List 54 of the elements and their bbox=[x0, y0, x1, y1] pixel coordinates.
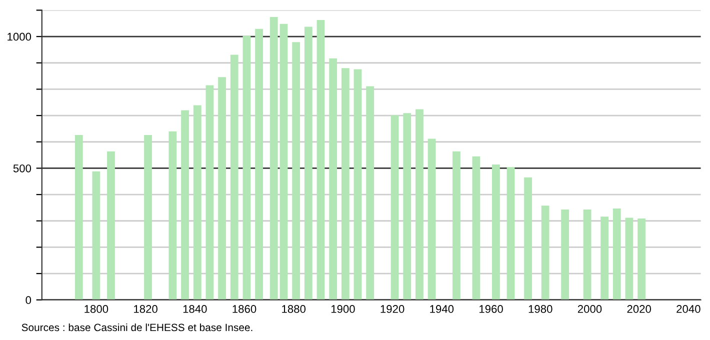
bar bbox=[524, 177, 532, 300]
x-tick-label: 1900 bbox=[331, 305, 355, 313]
bar bbox=[218, 77, 226, 300]
bar bbox=[428, 138, 436, 300]
bar bbox=[612, 208, 621, 300]
bar bbox=[74, 135, 83, 300]
bar bbox=[144, 135, 152, 300]
bar bbox=[329, 58, 338, 300]
bar bbox=[492, 164, 500, 300]
x-tick-label: 1920 bbox=[380, 305, 404, 313]
x-tick-label: 2020 bbox=[627, 305, 652, 313]
x-tick-label: 1820 bbox=[134, 305, 158, 313]
bar bbox=[92, 171, 100, 300]
x-tick-label: 1880 bbox=[282, 305, 306, 313]
bar bbox=[354, 69, 362, 300]
bar bbox=[270, 17, 278, 300]
bar bbox=[625, 218, 634, 300]
x-tick-label: 2000 bbox=[578, 305, 602, 313]
x-tick-label: 1960 bbox=[480, 305, 503, 313]
bar bbox=[304, 26, 312, 300]
y-tick-label: 0 bbox=[26, 296, 32, 304]
source-note: Sources : base Cassini de l'EHESS et base Insee. bbox=[22, 323, 252, 332]
bar bbox=[472, 156, 480, 300]
y-tick-label: 500 bbox=[13, 164, 32, 172]
bar bbox=[280, 24, 288, 300]
bar bbox=[366, 86, 374, 300]
bar bbox=[390, 115, 399, 300]
bar bbox=[541, 206, 550, 300]
bar bbox=[292, 42, 300, 300]
bar bbox=[583, 210, 592, 300]
x-tick-label: 1840 bbox=[183, 305, 207, 313]
bar bbox=[107, 151, 115, 300]
bar bbox=[255, 28, 263, 300]
bar bbox=[452, 151, 460, 300]
bar bbox=[193, 105, 202, 300]
x-tick-label: 2040 bbox=[676, 305, 700, 313]
bar bbox=[600, 216, 608, 300]
bar bbox=[181, 110, 189, 300]
bar bbox=[403, 113, 412, 300]
y-tick-label: 1000 bbox=[8, 32, 32, 41]
x-tick-label: 1860 bbox=[232, 305, 256, 313]
bar bbox=[316, 20, 325, 300]
bar bbox=[416, 109, 424, 300]
bar bbox=[638, 218, 646, 300]
bar bbox=[341, 68, 350, 300]
bar bbox=[242, 36, 251, 300]
x-tick-label: 1800 bbox=[84, 305, 108, 313]
bar bbox=[168, 131, 177, 300]
bar bbox=[561, 210, 569, 300]
x-tick-label: 1980 bbox=[528, 305, 552, 313]
bar bbox=[206, 85, 214, 300]
bar bbox=[230, 54, 238, 300]
bar bbox=[506, 167, 515, 300]
x-tick-label: 1940 bbox=[430, 305, 454, 313]
